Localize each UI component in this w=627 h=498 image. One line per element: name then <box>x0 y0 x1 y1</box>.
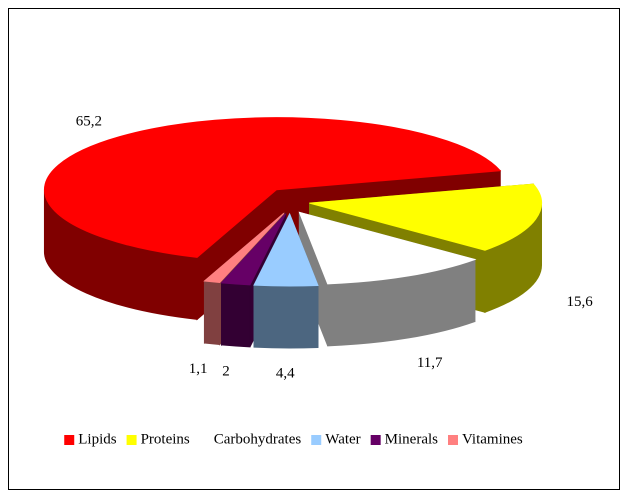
legend-swatch <box>370 435 381 445</box>
legend-label: Proteins <box>141 431 190 447</box>
slice <box>220 213 287 286</box>
legend-label: Minerals <box>385 431 438 447</box>
slice <box>253 212 319 287</box>
legend-swatch <box>199 435 210 445</box>
slice <box>298 211 477 285</box>
legend-swatch <box>64 435 75 445</box>
slice <box>43 117 502 258</box>
data-label: 11,7 <box>417 355 443 371</box>
data-label: 4,4 <box>276 366 295 382</box>
data-label: 2 <box>222 363 230 379</box>
legend-label: Vitamines <box>462 431 523 447</box>
legend: Lipids Proteins Carbohydrates Water Minerals… <box>64 431 523 447</box>
pie: 65,2 15,6 11,7 4,4 2 1,1 <box>43 114 593 382</box>
slice <box>309 183 542 251</box>
slice-outer-side <box>221 282 251 348</box>
legend-swatch <box>126 435 137 445</box>
slice <box>203 212 285 284</box>
legend-label: Lipids <box>78 431 116 447</box>
legend-swatch <box>448 435 458 445</box>
data-label: 65,2 <box>76 114 102 130</box>
legend-swatch <box>311 435 322 445</box>
slice-outer-side <box>203 280 221 346</box>
data-label: 15,6 <box>566 294 593 310</box>
legend-label: Carbohydrates <box>214 431 302 447</box>
data-label: 1,1 <box>189 361 208 377</box>
slice-outer-side <box>253 284 319 349</box>
legend-label: Water <box>325 431 360 447</box>
